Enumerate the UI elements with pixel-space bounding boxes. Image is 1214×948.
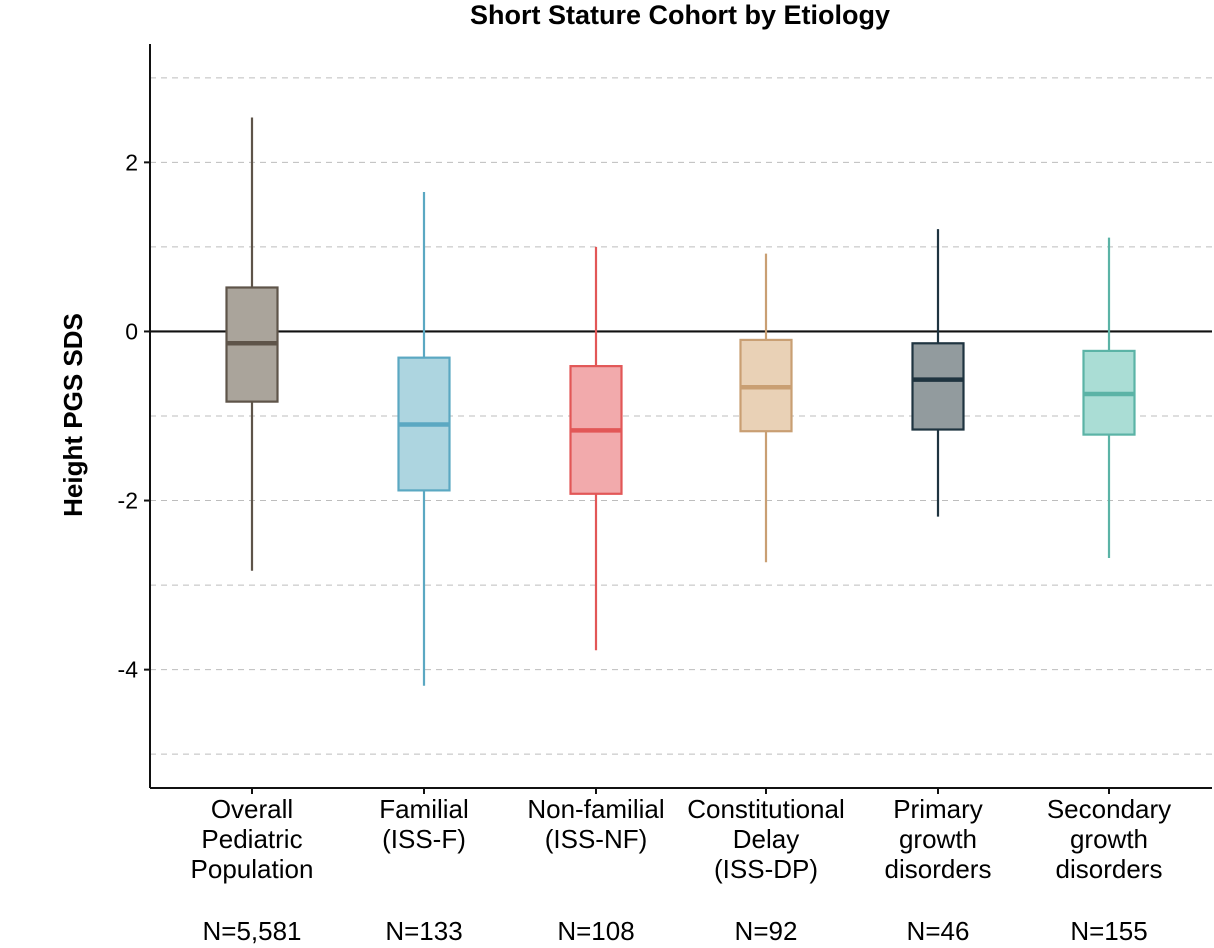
category-label-line: Secondary xyxy=(1047,794,1171,824)
box-body xyxy=(911,342,965,431)
category-label-line: Overall xyxy=(211,794,293,824)
category-label-line: (ISS-NF) xyxy=(545,824,648,854)
grid-layer xyxy=(150,77,1212,755)
axis-layer: 2 0 -2 -4 xyxy=(118,44,1212,794)
category-label-line: Constitutional xyxy=(687,794,845,824)
category-label-line: growth xyxy=(899,824,977,854)
box-4 xyxy=(739,253,793,563)
y-axis-label: Height PGS SDS xyxy=(58,313,88,517)
category-label-line: (ISS-DP) xyxy=(714,854,818,884)
box-6 xyxy=(1082,237,1136,559)
category-label-line: Non-familial xyxy=(527,794,664,824)
y-tick-label: -4 xyxy=(118,657,139,683)
sample-size-label: N=133 xyxy=(385,916,462,946)
category-label-line: Delay xyxy=(733,824,799,854)
sample-size-label: N=155 xyxy=(1070,916,1147,946)
sample-size-label: N=5,581 xyxy=(202,916,301,946)
y-tick-label: -2 xyxy=(118,488,138,514)
box-3 xyxy=(569,246,623,651)
category-label-line: disorders xyxy=(1056,854,1163,884)
sample-size-label: N=108 xyxy=(557,916,634,946)
box-1 xyxy=(225,117,279,571)
sample-size-label: N=92 xyxy=(735,916,798,946)
box-2 xyxy=(397,191,451,686)
box-layer xyxy=(225,117,1136,686)
category-label-line: Population xyxy=(191,854,314,884)
category-label-line: growth xyxy=(1070,824,1148,854)
y-tick-label: 0 xyxy=(125,318,138,344)
category-label-line: Pediatric xyxy=(201,824,302,854)
y-tick-label: 2 xyxy=(125,149,138,175)
category-label-line: Familial xyxy=(379,794,469,824)
category-label-line: (ISS-F) xyxy=(382,824,466,854)
category-label-line: disorders xyxy=(885,854,992,884)
box-5 xyxy=(911,229,965,517)
sample-size-label: N=46 xyxy=(907,916,970,946)
chart-title: Short Stature Cohort by Etiology xyxy=(470,0,890,30)
category-label-line: Primary xyxy=(893,794,983,824)
